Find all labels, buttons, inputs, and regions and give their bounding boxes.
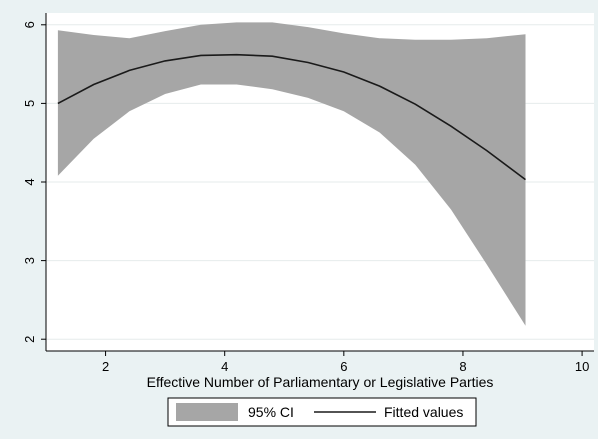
legend-swatch-band	[176, 403, 238, 421]
ci-band-area	[57, 22, 526, 326]
fitted-values-line	[57, 53, 526, 181]
legend-label-band: 95% CI	[248, 404, 294, 420]
y-ticks: 2 3 4 5 6	[22, 21, 46, 343]
ci-band-layer	[57, 22, 526, 326]
legend: 95% CI Fitted values	[167, 397, 477, 427]
x-tick-label-8: 8	[459, 359, 466, 374]
x-tick-label-2: 2	[102, 359, 109, 374]
fitted-line-layer	[57, 53, 526, 181]
x-ticks: 2 4 6 8 10	[102, 351, 589, 374]
y-tick-label-4: 4	[22, 178, 37, 185]
legend-label-line: Fitted values	[384, 404, 463, 420]
y-tick-label-3: 3	[22, 257, 37, 264]
y-tick-label-5: 5	[22, 100, 37, 107]
y-tick-label-6: 6	[22, 21, 37, 28]
x-axis-label: Effective Number of Parliamentary or Leg…	[147, 374, 494, 390]
x-tick-label-10: 10	[575, 359, 589, 374]
x-tick-label-4: 4	[221, 359, 228, 374]
y-tick-label-2: 2	[22, 336, 37, 343]
x-tick-label-6: 6	[340, 359, 347, 374]
